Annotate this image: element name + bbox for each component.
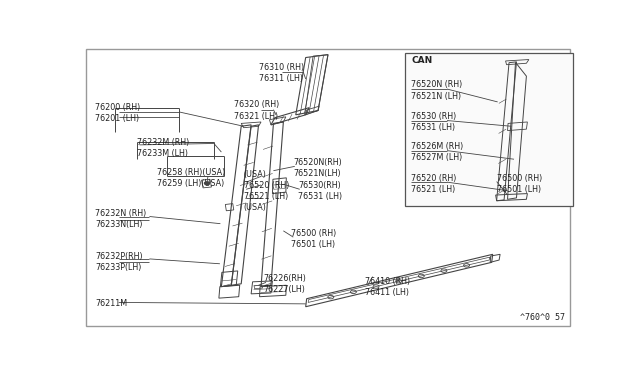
Text: 76520 (RH)
76521 (LH): 76520 (RH) 76521 (LH): [412, 173, 457, 193]
Text: 76226(RH)
76227(LH): 76226(RH) 76227(LH): [264, 274, 307, 294]
Text: 76232P(RH)
76233P(LH): 76232P(RH) 76233P(LH): [95, 252, 143, 272]
Text: 76530 (RH)
76531 (LH): 76530 (RH) 76531 (LH): [412, 112, 456, 132]
Text: 76258 (RH)(USA)
76259 (LH)(USA): 76258 (RH)(USA) 76259 (LH)(USA): [157, 168, 225, 188]
Text: (USA)
76520 (RH)
76521 (LH)
(USA): (USA) 76520 (RH) 76521 (LH) (USA): [244, 170, 289, 212]
Text: 76232N (RH)
76233N(LH): 76232N (RH) 76233N(LH): [95, 209, 146, 230]
Text: 76530(RH)
76531 (LH): 76530(RH) 76531 (LH): [298, 181, 342, 201]
Text: 76310 (RH)
76311 (LH): 76310 (RH) 76311 (LH): [259, 63, 304, 83]
Bar: [405, 53, 573, 206]
Text: 76526M (RH)
76527M (LH): 76526M (RH) 76527M (LH): [412, 142, 463, 162]
Text: 76200 (RH)
76201 (LH): 76200 (RH) 76201 (LH): [95, 103, 140, 124]
Text: CAN: CAN: [412, 56, 433, 65]
Text: ^760^0 57: ^760^0 57: [520, 314, 565, 323]
Text: 76520N (RH)
76521N (LH): 76520N (RH) 76521N (LH): [412, 80, 463, 100]
Circle shape: [205, 182, 209, 185]
Text: 76500 (RH)
76501 (LH): 76500 (RH) 76501 (LH): [291, 230, 336, 250]
Text: 76520N(RH)
76521N(LH): 76520N(RH) 76521N(LH): [293, 158, 342, 178]
Text: 76211M: 76211M: [95, 299, 127, 308]
Text: 76320 (RH)
76321 (LH): 76320 (RH) 76321 (LH): [234, 100, 279, 121]
Text: 76410 (RH)
76411 (LH): 76410 (RH) 76411 (LH): [365, 277, 410, 297]
Text: 76232M (RH)
76233M (LH): 76232M (RH) 76233M (LH): [137, 138, 189, 158]
Text: 76500 (RH)
76501 (LH): 76500 (RH) 76501 (LH): [497, 173, 542, 193]
